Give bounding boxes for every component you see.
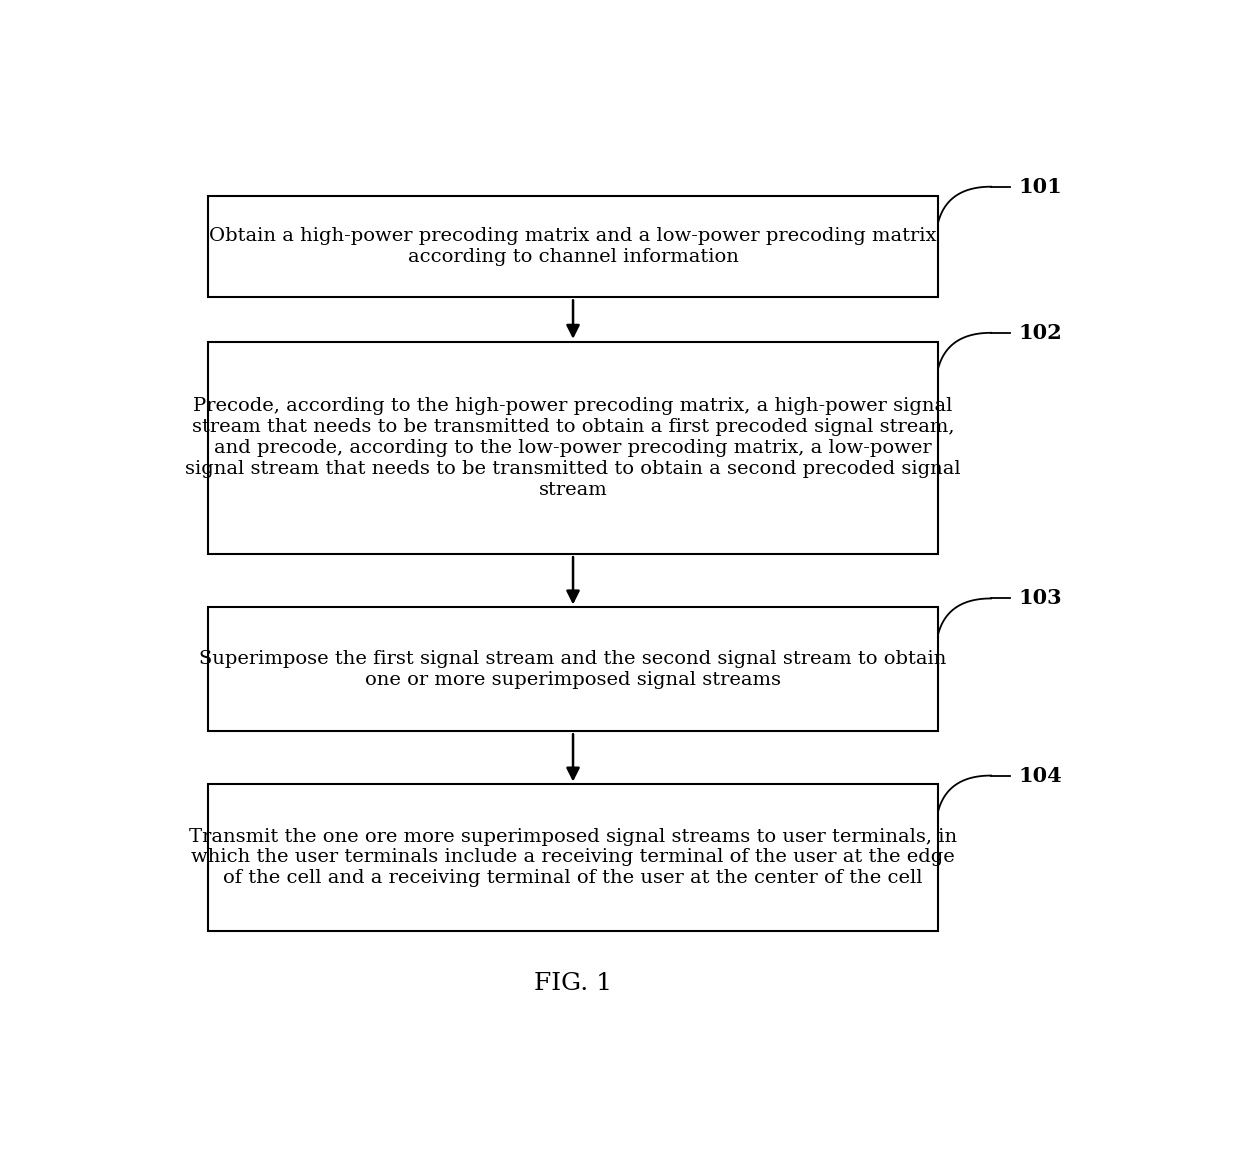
Bar — [208, 342, 939, 554]
Bar — [208, 196, 939, 298]
Text: FIG. 1: FIG. 1 — [534, 972, 613, 995]
Text: Precode, according to the high-power precoding matrix, a high-power signal
strea: Precode, according to the high-power pre… — [185, 397, 961, 499]
Text: Transmit the one ore more superimposed signal streams to user terminals, in
whic: Transmit the one ore more superimposed s… — [188, 828, 957, 888]
Text: 104: 104 — [1018, 766, 1061, 785]
Text: Superimpose the first signal stream and the second signal stream to obtain
one o: Superimpose the first signal stream and … — [200, 650, 946, 689]
Text: 101: 101 — [1018, 177, 1061, 197]
Text: 102: 102 — [1018, 323, 1061, 343]
Text: 103: 103 — [1018, 589, 1061, 608]
Text: Obtain a high-power precoding matrix and a low-power precoding matrix
according : Obtain a high-power precoding matrix and… — [210, 227, 936, 266]
Bar — [208, 607, 939, 731]
Bar — [208, 784, 939, 930]
